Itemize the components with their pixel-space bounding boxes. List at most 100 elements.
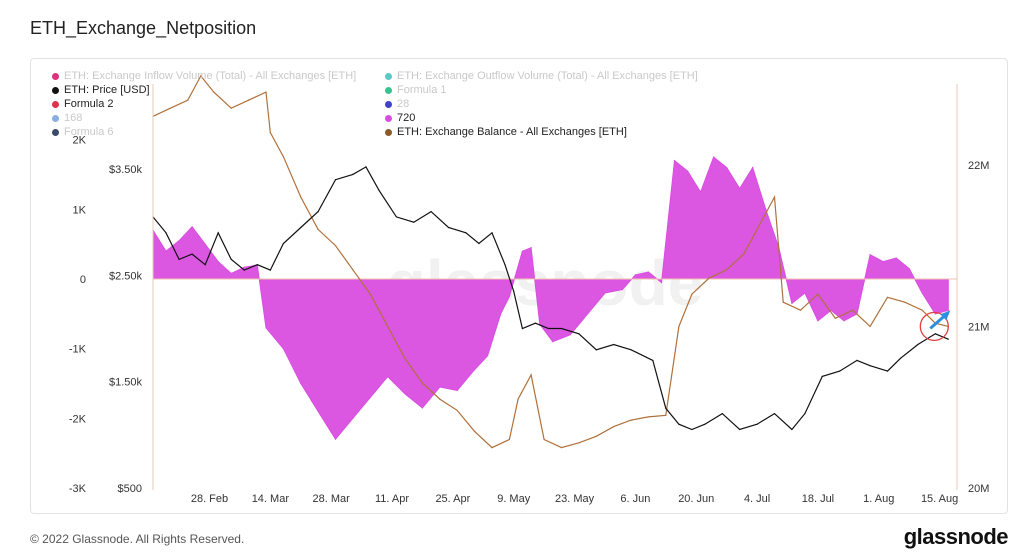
price-series-point	[478, 242, 480, 245]
legend-item[interactable]: 168	[52, 112, 82, 124]
balance-series-point	[265, 91, 267, 93]
price-series-point	[886, 370, 889, 372]
series-720-point	[687, 170, 689, 172]
balance-series-point	[369, 293, 371, 295]
balance-series-point	[282, 156, 284, 158]
annotation-circle	[919, 311, 949, 342]
series-720-point	[552, 341, 554, 343]
series-720-point	[869, 254, 871, 256]
price-series-point	[578, 333, 580, 335]
balance-series-point	[904, 301, 906, 303]
legend-dot-icon	[385, 72, 392, 80]
price-axis-tick-label: $1.50k	[109, 377, 143, 389]
series-720-point	[634, 274, 637, 276]
legend-item[interactable]: ETH: Price [USD]	[52, 84, 150, 96]
price-series-point	[269, 269, 271, 271]
balance-series-point	[921, 309, 923, 311]
price-series-point	[652, 359, 654, 361]
price-axis-tick-label: $2.50k	[109, 270, 143, 282]
price-series-point	[230, 258, 232, 260]
x-axis-tick-label: 4. Jul	[744, 493, 770, 505]
price-series-point	[300, 226, 302, 229]
price-series-point	[413, 221, 415, 223]
series-720-area	[152, 156, 949, 441]
price-series-point	[613, 343, 615, 346]
price-series-point	[665, 407, 667, 409]
legend-item[interactable]: ETH: Exchange Outflow Volume (Total) - A…	[385, 70, 698, 82]
balance-series-point	[560, 447, 563, 449]
price-series-point	[691, 428, 693, 431]
price-series-point	[317, 211, 319, 213]
price-series-point	[465, 232, 467, 234]
balance-series-point	[317, 228, 319, 230]
balance-series-point	[595, 435, 597, 437]
price-series-point	[934, 333, 936, 335]
balance-series-point	[300, 196, 302, 198]
legend-dot-icon	[385, 114, 392, 122]
price-axis-tick-label: $3.50k	[109, 164, 143, 176]
series-720-point	[604, 292, 606, 294]
price-series-point	[856, 359, 858, 361]
price-series-point	[491, 232, 493, 234]
price-series-point	[704, 423, 706, 425]
series-720-point	[804, 292, 806, 294]
footer-copyright: © 2022 Glassnode. All Rights Reserved.	[30, 532, 245, 546]
balance-series-point	[708, 277, 710, 279]
balance-series-point	[678, 325, 680, 327]
series-720-point	[508, 295, 510, 297]
price-series-point	[773, 413, 776, 415]
legend-item[interactable]: Formula 2	[52, 98, 114, 110]
balance-series-point	[200, 75, 202, 77]
chart-title: ETH_Exchange_Netposition	[30, 18, 257, 38]
legend-item[interactable]: ETH: Exchange Balance - All Exchanges [E…	[385, 126, 627, 138]
price-series-line	[152, 166, 949, 431]
series-720-point	[165, 250, 167, 252]
balance-series-point	[213, 91, 215, 93]
x-axis-tick-label: 6. Jun	[620, 493, 650, 505]
x-axis-tick-label: 20. Jun	[678, 493, 714, 505]
balance-series-point	[543, 438, 545, 441]
legend-dot-icon	[385, 128, 392, 136]
price-series-point	[447, 226, 450, 229]
legend-item[interactable]: Formula 1	[385, 84, 447, 96]
balance-series-point	[269, 131, 271, 134]
balance-series-point	[773, 196, 776, 198]
series-720-point	[178, 240, 180, 242]
balance-series-point	[334, 245, 337, 247]
price-series-point	[334, 179, 337, 181]
price-series-point	[595, 349, 597, 351]
price-series-point	[899, 357, 902, 359]
legend-label: 720	[397, 112, 416, 124]
series-720-point	[895, 257, 897, 259]
legend-label: Formula 1	[397, 84, 447, 96]
price-series-point	[204, 264, 206, 266]
price-series-point	[917, 343, 919, 346]
series-720-point	[265, 327, 267, 329]
legend-item[interactable]: 720	[385, 112, 415, 124]
price-series-point	[282, 242, 284, 245]
legend-label: ETH: Exchange Inflow Volume (Total) - Al…	[64, 70, 357, 82]
series-720-point	[369, 396, 371, 398]
price-series-point	[721, 413, 723, 415]
legend-item[interactable]: Formula 6	[52, 126, 114, 138]
balance-series-point	[517, 398, 519, 400]
series-720-point	[204, 243, 206, 245]
series-720-point	[673, 160, 676, 162]
balance-series-point	[630, 419, 632, 421]
series-720-point	[487, 355, 489, 357]
legend-label: ETH: Exchange Outflow Volume (Total) - A…	[397, 70, 698, 82]
series-720-point	[456, 389, 458, 392]
legend-item[interactable]: ETH: Exchange Inflow Volume (Total) - Al…	[52, 70, 356, 82]
balance-series-point	[474, 430, 476, 432]
series-720-point	[817, 320, 819, 322]
legend-item[interactable]: 28	[385, 98, 409, 110]
series-720-point	[530, 247, 532, 249]
price-series-point	[365, 166, 367, 168]
series-720-point	[765, 208, 767, 210]
price-series-point	[869, 365, 871, 367]
price-series-point	[839, 370, 841, 372]
annotation-arrow-head	[940, 310, 951, 321]
price-series-point	[521, 327, 524, 330]
series-720-point	[660, 281, 663, 284]
